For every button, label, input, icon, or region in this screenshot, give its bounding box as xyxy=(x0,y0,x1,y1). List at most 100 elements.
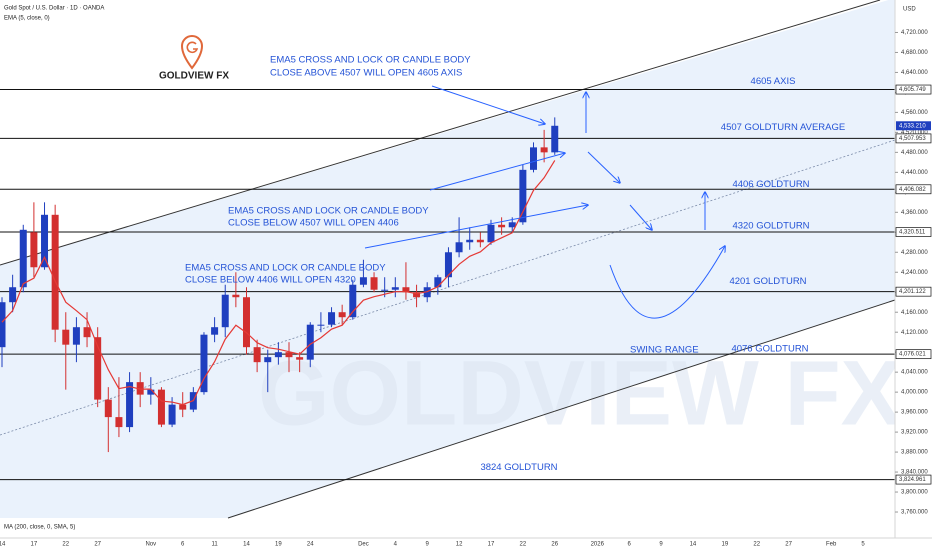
x-tick-label: 4 xyxy=(394,542,398,548)
y-tick-label: 4,240.000 xyxy=(901,270,928,276)
candle-body xyxy=(519,169,527,223)
x-tick-label: 24 xyxy=(307,542,314,548)
x-tick-label: 14 xyxy=(243,542,250,548)
last-price-tag xyxy=(896,121,931,131)
candle-body xyxy=(296,357,304,360)
arrows xyxy=(364,85,725,319)
currency: USD xyxy=(903,7,916,13)
level-label: 3824 GOLDTURN xyxy=(480,462,557,473)
level-tag xyxy=(895,286,932,297)
candle-body xyxy=(317,324,325,326)
annotation: CLOSE BELOW 4406 WILL OPEN 4320 xyxy=(185,275,356,286)
chart-title: Gold Spot / U.S. Dollar · 1D · OANDA xyxy=(4,6,104,12)
x-tick-label: 19 xyxy=(721,542,728,548)
level-tag-label: 4,201.122 xyxy=(899,289,926,295)
candle-body xyxy=(51,214,59,330)
level-label: 4320 GOLDTURN xyxy=(732,221,809,232)
x-tick-label: 12 xyxy=(456,542,463,548)
candle-body xyxy=(19,229,27,288)
level-tag xyxy=(895,349,932,360)
candle-body xyxy=(221,294,229,328)
y-tick-label: 4,000.000 xyxy=(901,390,928,396)
legend-ma: MA (200, close, 0, SMA, 5) xyxy=(4,525,75,531)
level-tag-label: 4,320.511 xyxy=(899,230,926,236)
candle-body xyxy=(211,327,219,335)
candle-body xyxy=(232,294,240,298)
level-tag xyxy=(895,133,932,144)
candle-body xyxy=(476,239,484,243)
logo-text: GOLDVIEW FX xyxy=(159,71,229,82)
candle-body xyxy=(551,125,559,153)
level-label: 4605 AXIS xyxy=(751,76,796,87)
candle-body xyxy=(487,224,495,243)
x-tick-label: 9 xyxy=(659,542,663,548)
candle-body xyxy=(381,289,389,291)
level-tag-label: 3,824.961 xyxy=(899,477,926,483)
y-tick-label: 4,680.000 xyxy=(901,50,928,56)
y-tick-label: 3,760.000 xyxy=(901,510,928,516)
x-tick-label: 17 xyxy=(488,542,495,548)
candle-body xyxy=(30,232,38,268)
candle-body xyxy=(157,389,165,425)
level-tag-label: 4,507.953 xyxy=(899,136,926,142)
y-tick-label: 4,280.000 xyxy=(901,250,928,256)
level-tag xyxy=(895,227,932,237)
candle-body xyxy=(253,347,261,363)
y-tick-label: 3,840.000 xyxy=(901,470,928,476)
candle-body xyxy=(444,252,452,278)
candle-body xyxy=(306,324,314,360)
level-label: 4507 GOLDTURN AVERAGE xyxy=(721,122,845,133)
candle-body xyxy=(9,287,17,303)
candle-body xyxy=(136,382,144,395)
candle-body xyxy=(466,239,474,243)
annotation: EMA5 CROSS AND LOCK OR CANDLE BODY xyxy=(185,263,386,274)
x-tick-label: Dec xyxy=(358,542,369,548)
y-tick-label: 4,560.000 xyxy=(901,110,928,116)
x-tick-label: 27 xyxy=(785,542,792,548)
candle-body xyxy=(41,214,49,268)
watermark: GOLDVIEW FX xyxy=(258,342,902,444)
y-tick-label: 4,520.000 xyxy=(901,130,928,136)
candle-body xyxy=(264,357,272,363)
annotation: EMA5 CROSS AND LOCK OR CANDLE BODY xyxy=(228,206,429,217)
x-tick-label: 11 xyxy=(211,542,218,548)
candle-body xyxy=(455,242,463,253)
x-tick-label: 14 xyxy=(0,542,6,548)
level-label: 4076 GOLDTURN xyxy=(731,344,808,355)
y-tick-label: 4,720.000 xyxy=(901,30,928,36)
channel-upper xyxy=(0,0,881,266)
x-tick-label: 5 xyxy=(861,542,865,548)
x-tick-label: 19 xyxy=(275,542,282,548)
y-tick-label: 4,480.000 xyxy=(901,150,928,156)
candle-body xyxy=(94,337,102,400)
legend-ema: EMA (5, close, 0) xyxy=(4,16,50,22)
level-tag xyxy=(895,84,932,95)
x-tick-label: 22 xyxy=(520,542,527,548)
level-tag-label: 4,605.749 xyxy=(899,87,926,93)
candle-body xyxy=(328,312,336,325)
y-tick-label: 4,160.000 xyxy=(901,310,928,316)
candle-body xyxy=(370,277,378,290)
level-label: 4406 GOLDTURN xyxy=(732,179,809,190)
y-tick-label: 4,360.000 xyxy=(901,210,928,216)
level-tag-label: 4,076.021 xyxy=(899,352,926,358)
candle-body xyxy=(168,404,176,425)
candle-body xyxy=(508,222,516,228)
y-tick-label: 4,640.000 xyxy=(901,70,928,76)
logo: GOLDVIEW FX xyxy=(159,35,229,82)
annotation: EMA5 CROSS AND LOCK OR CANDLE BODY xyxy=(270,55,471,66)
candle-body xyxy=(391,287,399,290)
candle-body xyxy=(540,147,548,153)
time-axis xyxy=(0,538,932,550)
x-tick-label: 6 xyxy=(627,542,631,548)
candle-body xyxy=(530,147,537,170)
level-tag xyxy=(895,184,932,195)
y-tick-label: 4,040.000 xyxy=(901,370,928,376)
candle-body xyxy=(413,292,421,298)
x-tick-label: 17 xyxy=(31,542,38,548)
ema-line xyxy=(1,160,556,406)
y-tick-label: 3,960.000 xyxy=(901,410,928,416)
candle-body xyxy=(104,399,112,418)
y-tick-label: 3,880.000 xyxy=(901,450,928,456)
